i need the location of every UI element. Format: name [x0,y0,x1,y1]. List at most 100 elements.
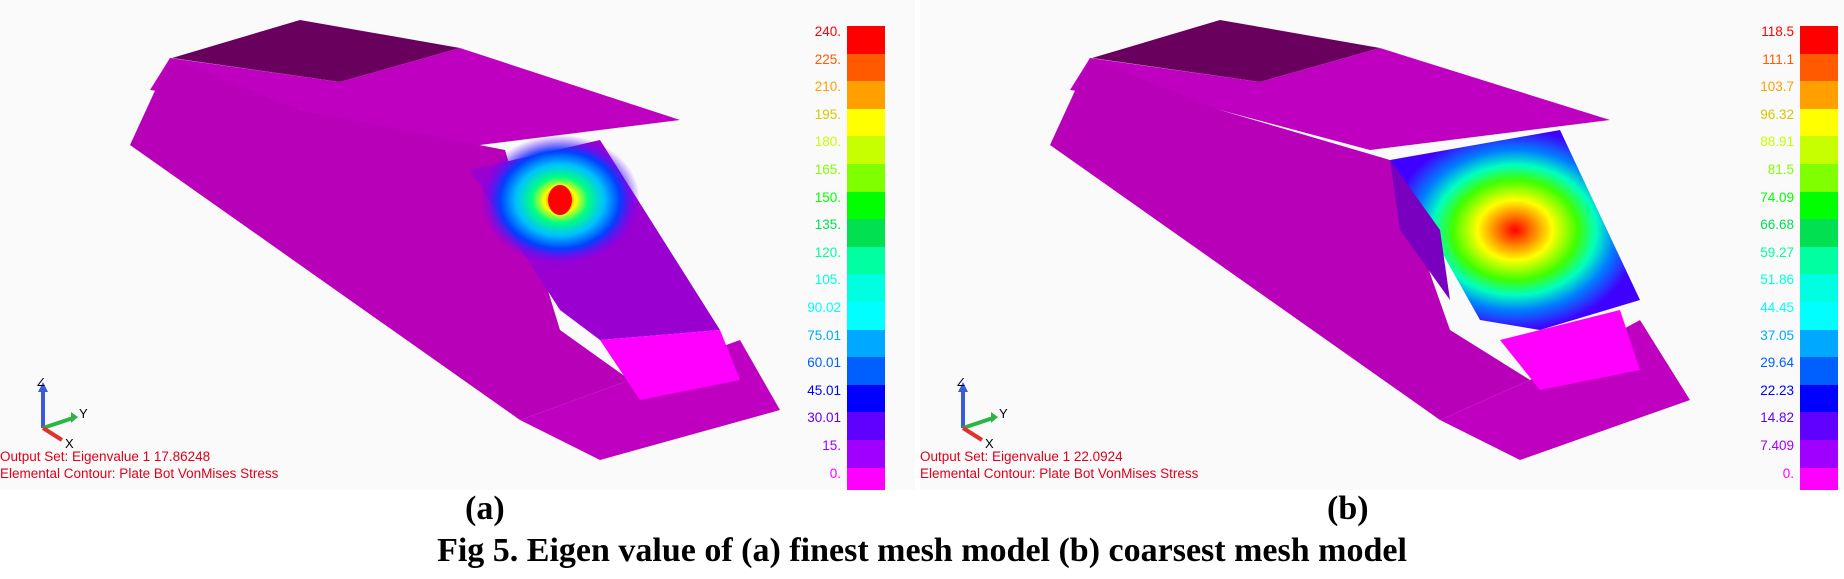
svg-text:X: X [985,436,994,448]
legend-row: 225. [755,51,885,82]
figure-caption: Fig 5. Eigen value of (a) finest mesh mo… [437,532,1407,569]
legend-value: 14.82 [1760,410,1794,426]
output-info-a: Output Set: Eigenvalue 1 17.86248 Elemen… [0,448,278,482]
svg-text:Y: Y [79,406,88,421]
legend-swatch [847,274,885,302]
sublabel-b: (b) [1327,490,1369,527]
top-face-dark [1092,20,1380,82]
legend-value: 150. [814,189,841,205]
legend-value: 74.09 [1760,189,1794,205]
legend-value: 105. [814,272,841,288]
legend-swatch [847,26,885,54]
legend-swatch [1800,439,1838,468]
legend-value: 81.5 [1767,161,1794,177]
fe-model-view [1050,20,1690,460]
legend-swatch [847,384,885,413]
legend-swatch [847,108,885,137]
legend-row: 15. [755,437,885,468]
panel-b: 118.5 111.1 103.7 96.32 88.91 81.5 74.09 66.68 5… [920,0,1844,490]
legend-row: 30.01 [755,410,885,440]
contour-text: Elemental Contour: Plate Bot VonMises St… [920,466,1199,481]
color-legend-b: 118.5 111.1 103.7 96.32 88.91 81.5 74.09 66.68 5… [1708,24,1838,490]
legend-value: 120. [814,244,841,260]
output-set-text: Output Set: Eigenvalue 1 22.0924 [920,449,1123,464]
top-plate [150,48,680,150]
legend-value: 103.7 [1760,79,1794,95]
axis-triad: Z Y X [37,378,88,448]
legend-row: 66.68 [1708,217,1838,247]
legend-row: 75.01 [755,327,885,358]
legend-value: 15. [822,437,841,453]
output-info-b: Output Set: Eigenvalue 1 22.0924 Element… [920,448,1198,482]
legend-swatch [1800,274,1838,302]
legend-value: 75.01 [807,327,841,343]
legend-swatch [847,412,885,440]
legend-value: 7.409 [1760,437,1794,453]
legend-row: 45.01 [755,382,885,413]
legend-swatch [1800,412,1838,440]
base-inner [600,330,740,400]
legend-row: 105. [755,272,885,302]
legend-value: 0. [829,465,841,481]
contour-text: Elemental Contour: Plate Bot VonMises St… [0,466,279,481]
color-legend-a: 240. 225. 210. 195. 180. 165. 150. 135. 120. 105.… [755,24,885,490]
legend-row: 88.91 [1708,134,1838,164]
legend-value: 30.01 [807,410,841,426]
legend-value: 45.01 [807,382,841,398]
legend-value: 44.45 [1760,299,1794,315]
top-plate [1070,48,1610,150]
shadow-face [1390,160,1450,300]
legend-swatch [847,219,885,247]
legend-value: 240. [814,24,841,39]
legend-value: 111.1 [1762,51,1794,67]
sublabel-a: (a) [465,490,505,527]
legend-swatch [1800,219,1838,247]
legend-row: 180. [755,134,885,164]
axis-triad: Z Y X [957,378,1008,448]
legend-row: 135. [755,217,885,247]
legend-swatch [847,246,885,275]
legend-row: 210. [755,79,885,109]
legend-swatch [1800,329,1838,358]
beam-side [130,58,630,420]
legend-swatch [1800,384,1838,413]
legend-row: 22.23 [1708,383,1838,413]
legend-row: 74.09 [1708,189,1838,220]
legend-swatch [847,301,885,330]
legend-row: 51.86 [1708,272,1838,302]
stress-peak [548,185,572,215]
legend-swatch [847,439,885,468]
svg-text:Z: Z [37,378,45,389]
legend-value: 210. [814,79,841,95]
base-inner [1500,310,1640,390]
fe-model-view [130,20,780,460]
legend-swatch [847,191,885,220]
panel-a: 240. 225. 210. 195. 180. 165. 150. 135. 120. 105.… [0,0,915,490]
legend-swatch [847,467,885,490]
legend-swatch [1800,301,1838,330]
beam-side [1050,58,1530,420]
legend-swatch [1800,26,1838,54]
legend-row: 111.1 [1708,51,1838,82]
legend-swatch [1800,163,1838,192]
svg-text:X: X [65,436,74,448]
legend-value: 66.68 [1760,217,1794,233]
legend-swatch [847,329,885,358]
legend-row: 103.7 [1708,79,1838,109]
legend-value: 225. [814,51,841,67]
legend-row: 240. [755,24,885,54]
legend-swatch [1800,467,1838,490]
legend-row: 14.82 [1708,410,1838,440]
legend-swatch [1800,191,1838,220]
legend-row: 195. [755,107,885,137]
legend-row: 29.64 [1708,355,1838,385]
legend-swatch [1800,357,1838,385]
legend-row: 0. [755,465,885,490]
legend-swatch [847,136,885,164]
legend-swatch [1800,108,1838,137]
legend-swatch [847,53,885,82]
top-face-dark [172,20,460,82]
legend-value: 29.64 [1760,355,1794,371]
contour-face [1390,130,1640,330]
legend-row: 59.27 [1708,245,1838,275]
